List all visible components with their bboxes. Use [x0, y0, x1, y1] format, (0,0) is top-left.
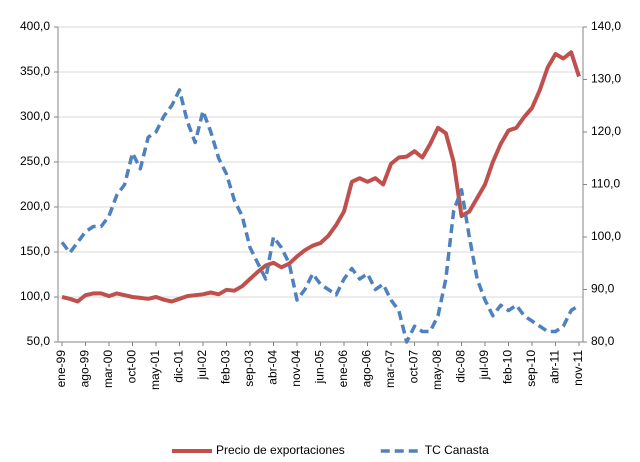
x-tick-label: jul-02: [195, 350, 209, 381]
y-tick-label: 300,0: [20, 109, 50, 123]
x-tick-label: dic-01: [172, 350, 186, 383]
x-tick-label: oct-07: [407, 350, 421, 384]
y2-tick-label: 110,0: [591, 177, 620, 191]
y-tick-label: 350,0: [20, 64, 50, 78]
x-tick-label: may-08: [430, 350, 444, 390]
x-tick-label: abr-11: [548, 350, 562, 384]
y2-tick-label: 80,0: [591, 334, 615, 348]
y-tick-label: 200,0: [20, 199, 50, 213]
legend-label: TC Canasta: [425, 443, 489, 457]
y-tick-label: 150,0: [20, 244, 50, 258]
x-tick-label: nov-11: [571, 350, 585, 386]
y2-tick-label: 100,0: [591, 229, 621, 243]
y-tick-label: 400,0: [20, 19, 50, 33]
x-tick-label: ene-99: [54, 350, 68, 388]
x-tick-label: ago-99: [78, 350, 92, 388]
x-tick-label: oct-00: [125, 350, 139, 384]
legend-label: Precio de exportaciones: [216, 443, 345, 457]
series-line: [60, 88, 580, 344]
x-tick-label: jun-05: [313, 350, 327, 385]
y-tick-label: 100,0: [20, 289, 50, 303]
series-line: [61, 50, 581, 304]
x-tick-label: jul-09: [477, 350, 491, 381]
y2-tick-label: 120,0: [591, 124, 621, 138]
x-tick-label: may-01: [148, 350, 162, 390]
x-tick-label: nov-04: [289, 350, 303, 387]
y-tick-label: 50,0: [27, 334, 51, 348]
x-tick-label: feb-10: [501, 350, 515, 384]
x-tick-label: abr-04: [266, 350, 280, 385]
y2-tick-label: 140,0: [591, 19, 621, 33]
x-tick-label: mar-07: [383, 350, 397, 388]
y2-tick-label: 130,0: [591, 72, 621, 86]
x-tick-label: sep-10: [524, 350, 538, 387]
y-tick-label: 250,0: [20, 154, 50, 168]
x-tick-label: feb-03: [219, 350, 233, 384]
x-tick-label: ene-06: [336, 350, 350, 388]
x-tick-label: sep-03: [242, 350, 256, 387]
y2-tick-label: 90,0: [591, 282, 615, 296]
x-tick-label: mar-00: [101, 350, 115, 388]
x-tick-label: dic-08: [454, 350, 468, 383]
x-tick-label: ago-06: [360, 350, 374, 388]
